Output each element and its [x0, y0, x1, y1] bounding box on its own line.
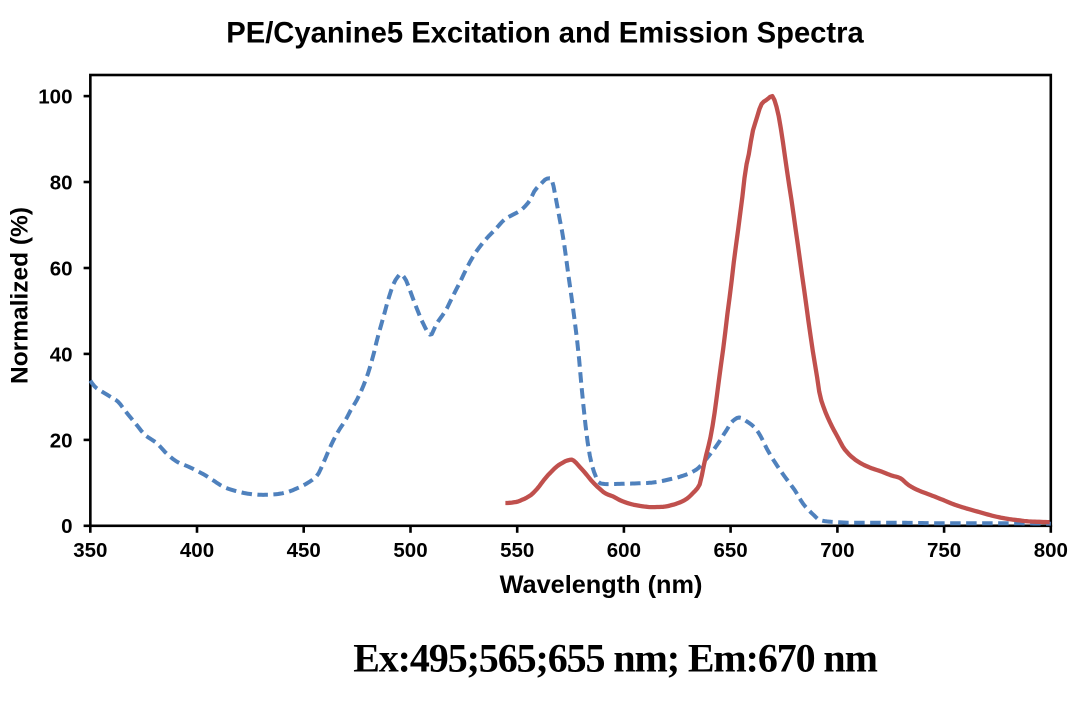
svg-text:650: 650 — [713, 539, 747, 562]
svg-text:600: 600 — [607, 539, 641, 562]
svg-text:400: 400 — [180, 539, 214, 562]
svg-text:Ex:495;565;655 nm; Em:670 nm: Ex:495;565;655 nm; Em:670 nm — [353, 635, 877, 680]
svg-text:PE/Cyanine5 Excitation and Emi: PE/Cyanine5 Excitation and Emission Spec… — [226, 18, 864, 50]
svg-text:Normalized (%): Normalized (%) — [7, 207, 34, 384]
svg-text:80: 80 — [50, 171, 73, 194]
svg-text:800: 800 — [1034, 539, 1068, 562]
svg-text:700: 700 — [820, 539, 854, 562]
svg-text:500: 500 — [393, 539, 427, 562]
svg-text:450: 450 — [287, 539, 321, 562]
svg-text:Wavelength (nm): Wavelength (nm) — [500, 571, 703, 599]
svg-text:60: 60 — [50, 257, 73, 280]
svg-text:350: 350 — [73, 539, 107, 562]
svg-text:0: 0 — [61, 515, 72, 538]
svg-text:750: 750 — [927, 539, 961, 562]
svg-text:40: 40 — [50, 343, 73, 366]
svg-text:550: 550 — [500, 539, 534, 562]
svg-text:20: 20 — [50, 429, 73, 452]
svg-text:100: 100 — [38, 86, 72, 109]
